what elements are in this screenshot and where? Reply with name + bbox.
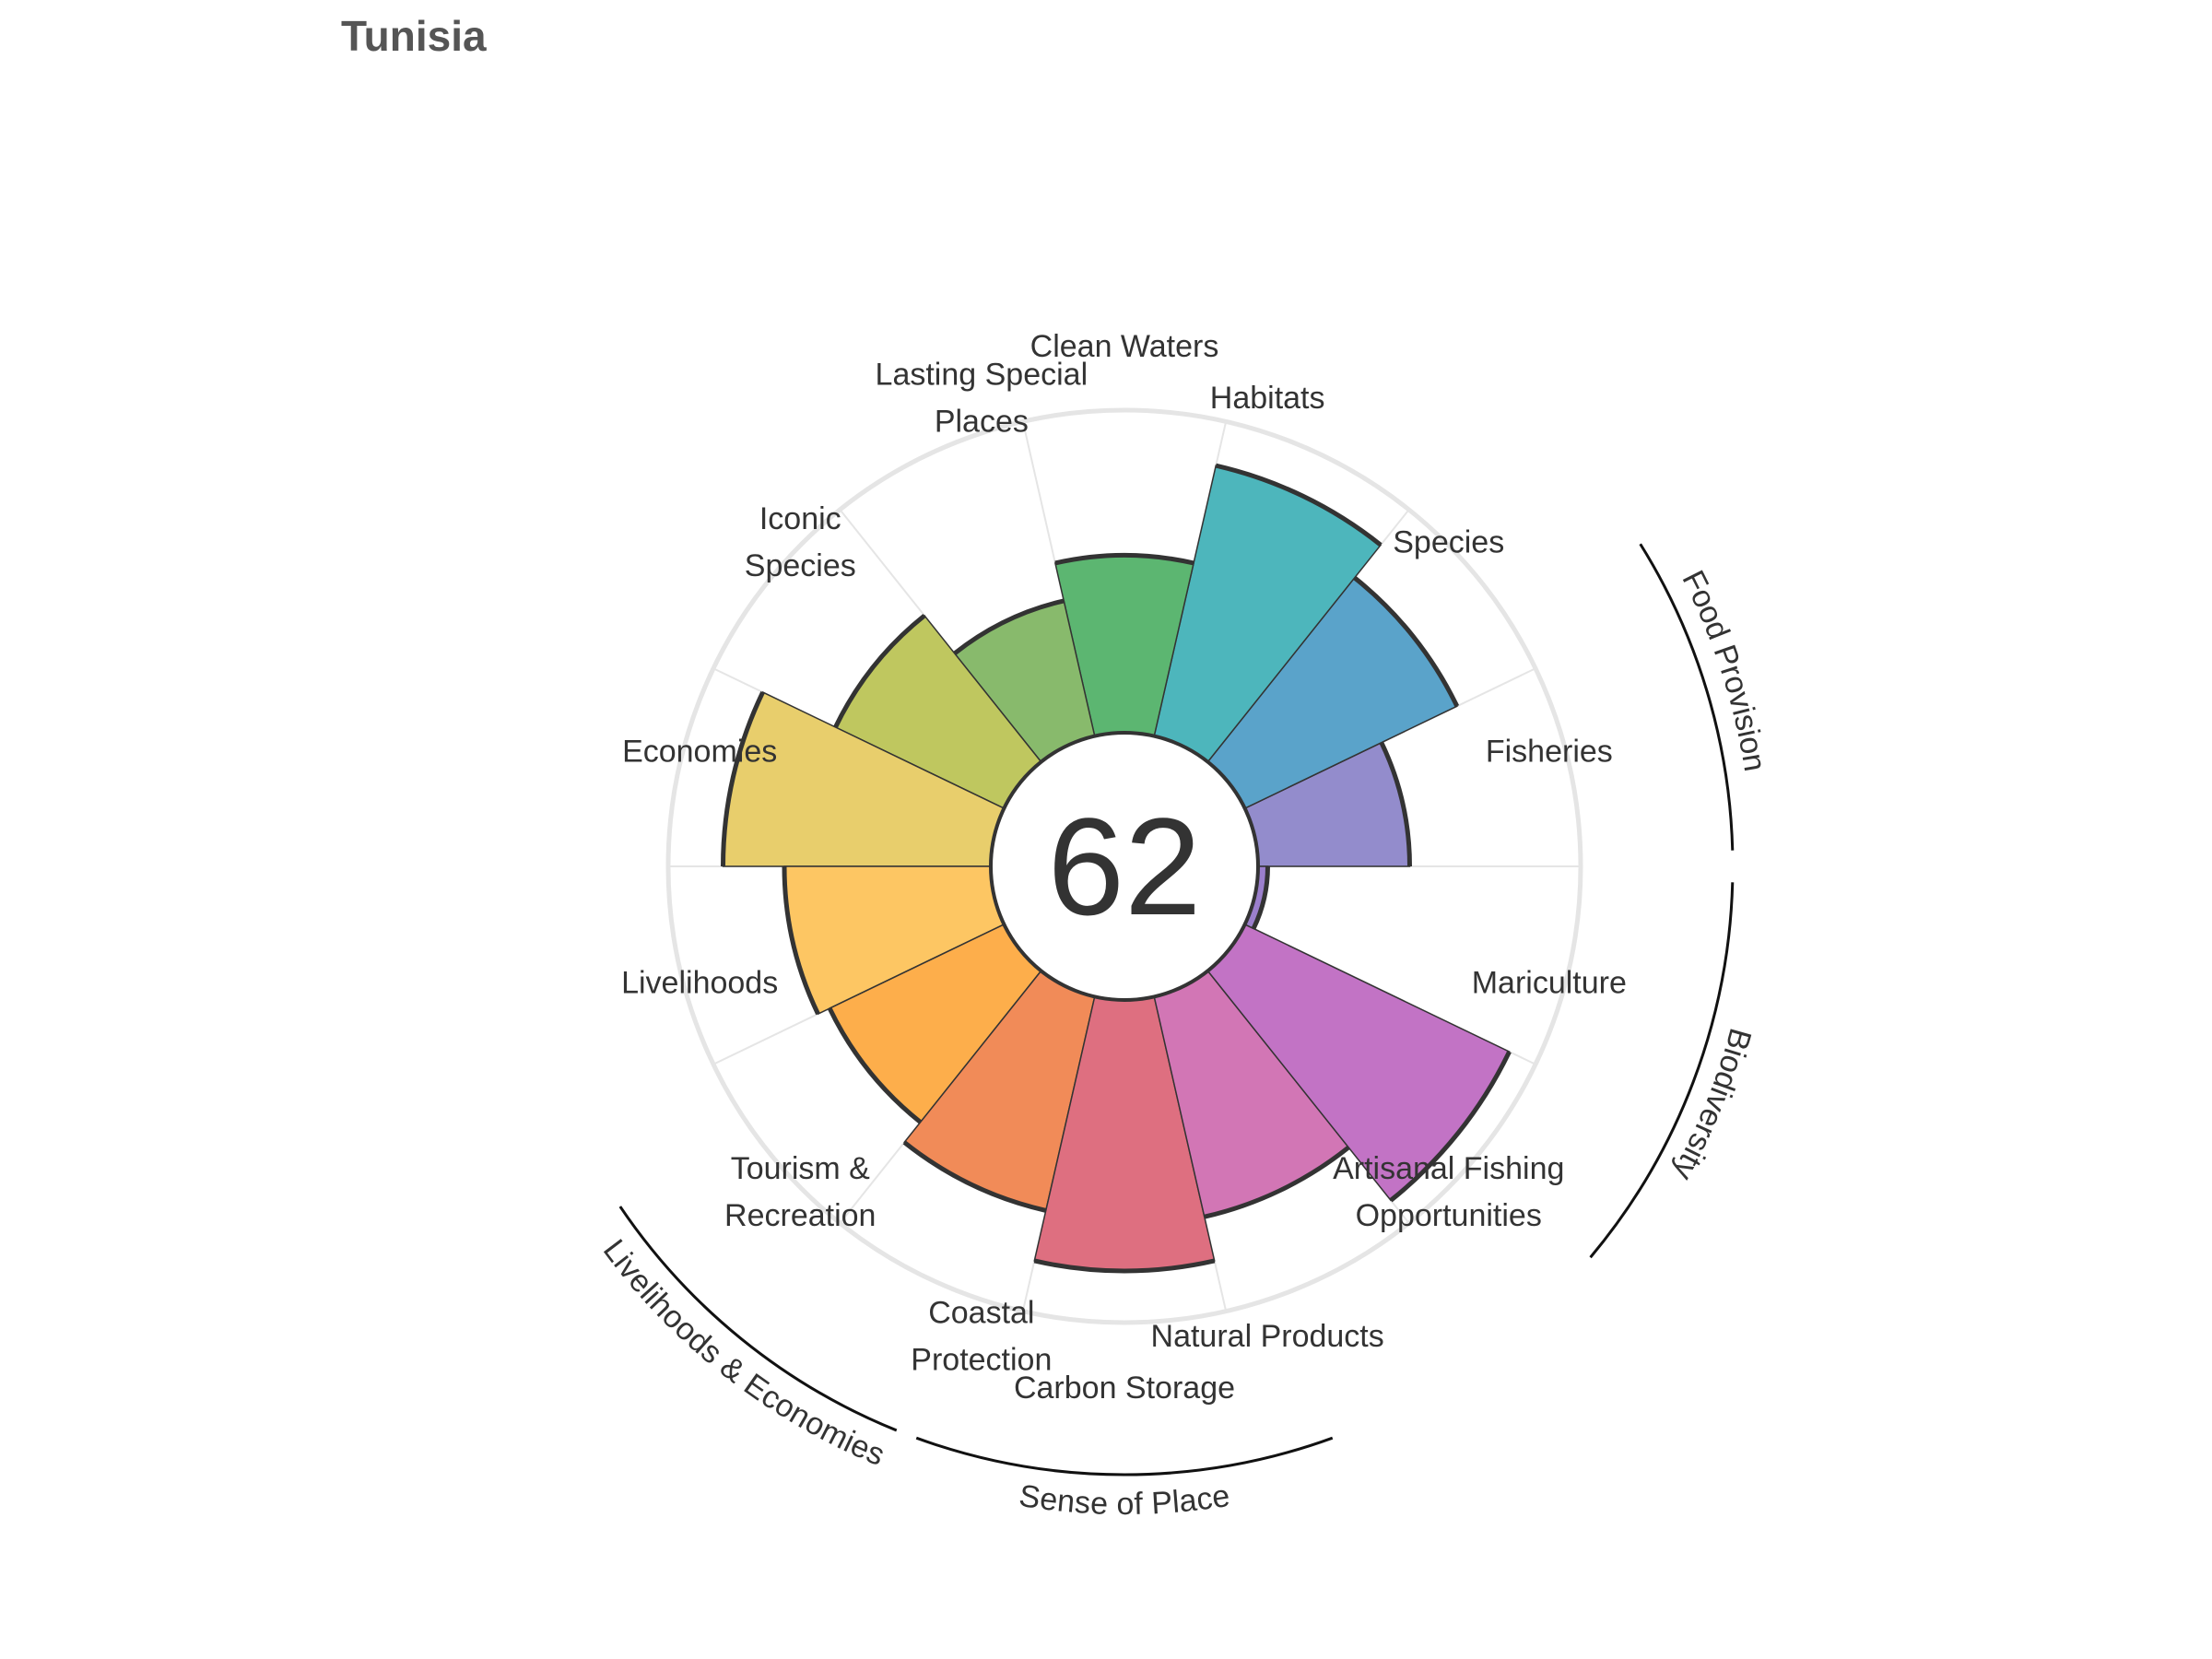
petal-outline-lasting-special-places xyxy=(953,598,1065,655)
group-arc-sense-of-place xyxy=(915,1436,1334,1477)
petal-outline-species xyxy=(1353,575,1460,708)
goal-label-line: Clean Waters xyxy=(1030,329,1219,364)
goal-label-clean-waters: Clean Waters xyxy=(1030,329,1219,364)
petal-layer xyxy=(721,463,1512,1274)
goal-label-species: Species xyxy=(1393,525,1504,560)
group-label-sense-of-place: Sense of Place xyxy=(1017,1478,1232,1522)
goal-label-line: Mariculture xyxy=(1472,966,1627,1001)
goal-label-economies: Economies xyxy=(622,734,777,769)
goal-label-fisheries: Fisheries xyxy=(1486,734,1613,769)
group-label-biodiversity: Biodiversity xyxy=(1665,1025,1758,1186)
group-label-food-provision: Food Provision xyxy=(1675,565,1772,773)
goal-label-line: Livelihoods xyxy=(621,966,778,1001)
goal-label-line: Places xyxy=(935,404,1029,439)
goal-label-natural-products: Natural Products xyxy=(1151,1319,1384,1354)
petal-outline-tourism-recreation xyxy=(827,1006,923,1124)
petal-outline-economies xyxy=(721,690,765,867)
page-title: Tunisia xyxy=(341,12,487,60)
goal-label-tourism-recreation: Tourism & Recreation xyxy=(724,1151,876,1233)
goal-label-habitats: Habitats xyxy=(1210,381,1325,416)
goal-label-line: Recreation xyxy=(724,1198,876,1233)
goal-label-mariculture: Mariculture xyxy=(1472,966,1627,1001)
petal-outline-coastal-protection xyxy=(902,1140,1047,1213)
overall-score: 62 xyxy=(1048,789,1202,944)
goal-label-line: Iconic xyxy=(759,501,841,536)
petal-outline-artisanal-fishing-opportunities xyxy=(1389,1051,1512,1203)
goal-label-coastal-protection: Coastal Protection xyxy=(911,1296,1052,1378)
group-arc-livelihoods-economies xyxy=(618,1206,898,1432)
goal-label-lasting-special-places: Lasting Special Places xyxy=(876,357,1088,439)
goal-label-line: Species xyxy=(1393,525,1504,560)
petal-outline-habitats xyxy=(1215,463,1382,547)
goal-label-line: Species xyxy=(745,548,856,583)
group-arc-biodiversity xyxy=(1589,882,1735,1259)
petal-outline-mariculture xyxy=(1251,865,1270,930)
petal-outline-livelihoods xyxy=(782,865,820,1016)
goal-labels: Fisheries Species Habitats Clean WatersLast… xyxy=(621,329,1627,1406)
center-circle xyxy=(989,731,1260,1002)
goal-label-livelihoods: Livelihoods xyxy=(621,966,778,1001)
goal-label-line: Economies xyxy=(622,734,777,769)
goal-label-line: Coastal xyxy=(928,1296,1034,1331)
goal-label-carbon-storage: Carbon Storage xyxy=(1014,1371,1235,1406)
petal-outline-fisheries xyxy=(1379,741,1412,867)
petal-outline-iconic-species xyxy=(833,613,926,729)
petal-outline-natural-products xyxy=(1204,1145,1350,1219)
group-label-livelihoods-economies: Livelihoods & Economies xyxy=(596,1233,889,1473)
goal-label-line: Habitats xyxy=(1210,381,1325,416)
goal-label-artisanal-fishing-opportunities: Artisanal Fishing Opportunities xyxy=(1333,1151,1564,1233)
goal-label-line: Natural Products xyxy=(1151,1319,1384,1354)
goal-label-line: Protection xyxy=(911,1343,1052,1378)
goal-label-iconic-species: Iconic Species xyxy=(745,501,856,583)
petal-outline-clean-waters xyxy=(1054,553,1194,566)
goal-label-line: Carbon Storage xyxy=(1014,1371,1235,1406)
goal-label-line: Opportunities xyxy=(1356,1198,1542,1233)
goal-label-line: Lasting Special xyxy=(876,357,1088,392)
petal-outline-carbon-storage xyxy=(1033,1258,1216,1274)
goal-label-line: Tourism & xyxy=(731,1151,870,1186)
goal-label-line: Fisheries xyxy=(1486,734,1613,769)
group-arc-food-provision xyxy=(1639,543,1735,851)
goal-label-line: Artisanal Fishing xyxy=(1333,1151,1564,1186)
